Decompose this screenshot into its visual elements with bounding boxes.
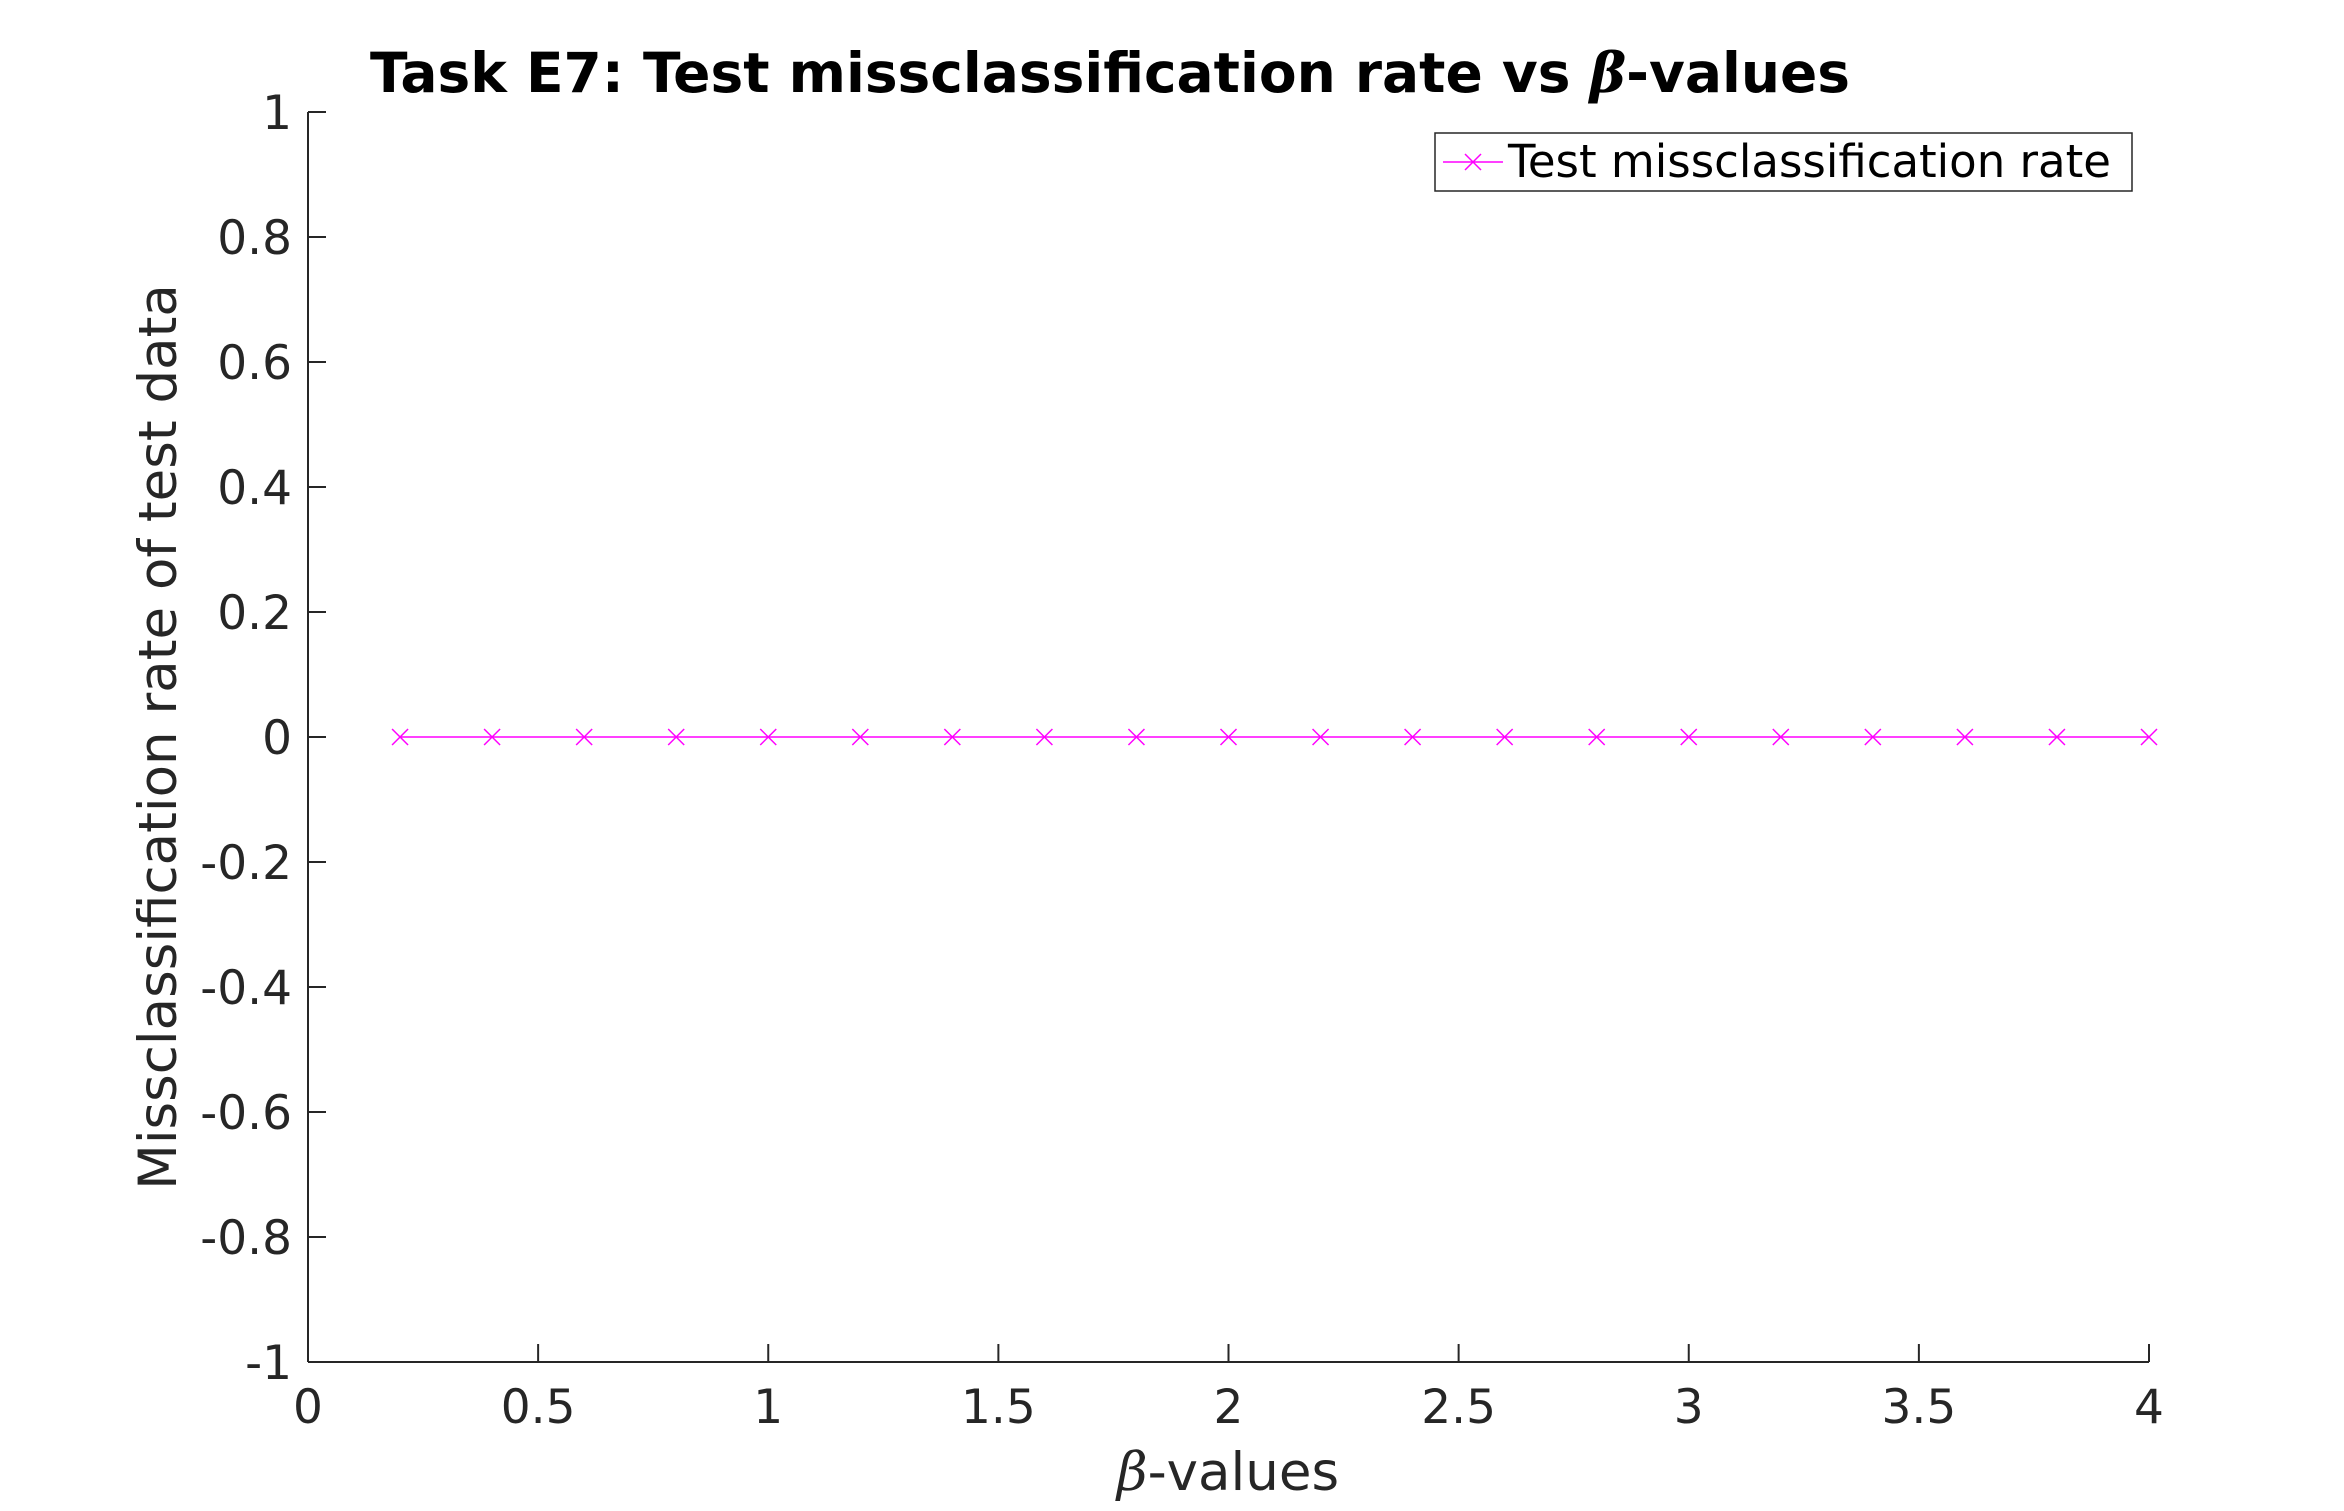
legend-swatch-marker [1464, 153, 1482, 171]
x-tick-label: 3 [1674, 1380, 1704, 1435]
y-tick-label: -0.2 [200, 836, 292, 891]
chart-title-suffix: -values [1626, 41, 1850, 105]
data-point-marker [2140, 728, 2158, 746]
y-tick-label: 0 [262, 711, 292, 766]
data-point-marker [851, 728, 869, 746]
y-axis-label: Missclassification rate of test data [128, 284, 189, 1190]
x-tick-label: 4 [2134, 1380, 2164, 1435]
data-point-marker [1219, 728, 1238, 746]
x-tick-label: 3.5 [1882, 1380, 1957, 1435]
series-layer [391, 728, 2158, 746]
x-tick-label: 1 [753, 1380, 783, 1435]
data-point-marker [1588, 728, 1606, 746]
y-tick-label: 0.4 [217, 461, 292, 516]
data-point-marker [483, 728, 501, 746]
y-tick-label: 1 [262, 86, 292, 141]
data-point-marker [1035, 728, 1053, 746]
y-tick-label: -0.4 [200, 961, 292, 1016]
data-point-marker [575, 728, 593, 746]
data-point-marker [1312, 728, 1330, 746]
x-tick-label: 1.5 [961, 1380, 1036, 1435]
data-point-marker [1864, 728, 1882, 746]
data-point-marker [1127, 728, 1145, 746]
data-point-marker [1404, 728, 1422, 746]
y-tick-label: -0.6 [200, 1086, 292, 1141]
plot-area: 0 0.5 1 1.5 2 2.5 3 3.5 4 -1 -0.8 -0.6 -0.4 -0.2 0 0.2… [200, 86, 2164, 1435]
y-ticks: -1 -0.8 -0.6 -0.4 -0.2 0 0.2 0.4 0.6 0.8 1 [200, 86, 326, 1391]
legend: Test missclassification rate [1434, 132, 2133, 192]
data-point-marker [2048, 728, 2066, 746]
x-ticks: 0 0.5 1 1.5 2 2.5 3 3.5 4 [293, 1344, 2164, 1435]
data-point-marker [943, 728, 961, 746]
data-point-marker [391, 728, 409, 746]
x-tick-label: 2.5 [1421, 1380, 1496, 1435]
y-tick-label: -0.8 [200, 1211, 292, 1266]
y-tick-label: -1 [245, 1336, 292, 1391]
x-tick-label: 2 [1214, 1380, 1244, 1435]
chart-title: Task E7: Test missclassification rate vs… [370, 40, 1850, 105]
y-tick-label: 0.8 [217, 211, 292, 266]
data-point-marker [1496, 728, 1514, 746]
y-tick-label: 0.6 [217, 336, 292, 391]
data-point-marker [1956, 728, 1974, 746]
x-axis-label-suffix: -values [1148, 1442, 1340, 1503]
legend-entry-label: Test missclassification rate [1507, 135, 2111, 188]
x-axis-label: β-values [1115, 1442, 1339, 1503]
y-tick-label: 0.2 [217, 586, 292, 641]
chart-title-prefix: Task E7: Test missclassification rate vs [370, 41, 1590, 105]
legend-box [1434, 132, 2133, 192]
x-tick-label: 0.5 [501, 1380, 576, 1435]
data-point-marker [759, 728, 777, 746]
x-tick-label: 0 [293, 1380, 323, 1435]
data-point-marker [1772, 728, 1790, 746]
data-point-marker [667, 728, 685, 746]
chart-title-beta: β [1588, 40, 1627, 105]
data-point-marker [1680, 728, 1698, 746]
x-axis-label-beta: β [1115, 1442, 1148, 1503]
